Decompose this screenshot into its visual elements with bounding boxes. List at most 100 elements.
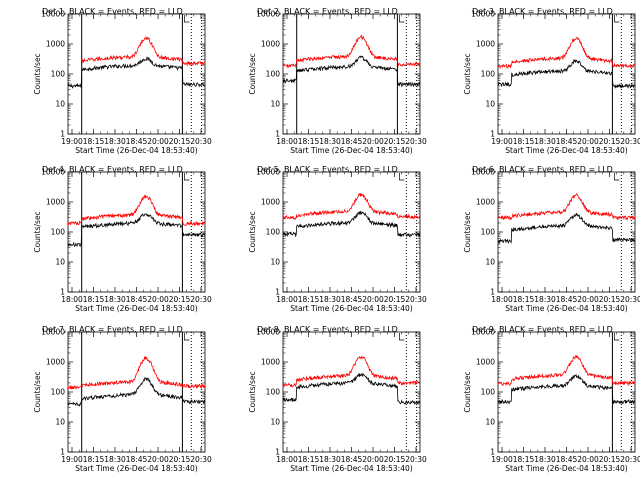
panel-det-7: Det 7, BLACK = Events, RED = LLD 1 10 100 10… <box>33 325 212 473</box>
axes-box <box>497 331 636 453</box>
x-tick-label: 18:30 <box>534 455 556 464</box>
flag-marker <box>614 15 620 23</box>
series-lld-line <box>67 194 205 227</box>
y-axis-label: Counts/sec <box>33 53 42 94</box>
x-axis-label: Start Time (26-Dec-04 18:53:40) <box>505 146 627 155</box>
flag-marker <box>614 173 620 181</box>
x-tick-label: 18:15 <box>298 295 320 304</box>
y-tick-label: 1 <box>60 130 65 139</box>
x-tick-label: 18:15 <box>513 137 535 146</box>
x-tick-label: 20:30 <box>405 295 427 304</box>
x-tick-label: 18:45 <box>126 295 148 304</box>
y-tick-label: 1000 <box>476 40 495 49</box>
series-events-line <box>282 55 421 88</box>
y-tick-label: 1000 <box>261 40 280 49</box>
x-tick-label: 18:00 <box>276 455 298 464</box>
x-tick-label: 18:45 <box>556 137 578 146</box>
x-tick-label: 18:30 <box>104 137 126 146</box>
y-tick-label: 10000 <box>256 168 280 177</box>
series-lld-line <box>497 36 636 69</box>
flag-marker <box>184 15 190 23</box>
series-events-line <box>67 56 206 89</box>
x-tick-label: 20:00 <box>362 137 384 146</box>
flag-marker <box>399 173 405 181</box>
x-tick-label: 20:00 <box>577 137 599 146</box>
y-tick-label: 100 <box>481 70 496 79</box>
x-tick-label: 18:15 <box>513 295 535 304</box>
panel-title: Det 4, BLACK = Events, RED = LLD <box>42 165 183 174</box>
x-tick-label: 20:15 <box>169 295 191 304</box>
x-tick-label: 18:30 <box>104 455 126 464</box>
x-axis-label: Start Time (26-Dec-04 18:53:40) <box>290 304 412 313</box>
series-lld-line <box>497 193 636 221</box>
y-tick-label: 10 <box>485 258 495 267</box>
y-tick-label: 100 <box>266 228 281 237</box>
y-tick-label: 10000 <box>471 328 495 337</box>
panel-det-8: Det 8, BLACK = Events, RED = LLD 1 10 100 10… <box>248 325 427 473</box>
y-tick-label: 100 <box>51 228 66 237</box>
series-events-line <box>282 372 421 406</box>
series-events-line <box>497 212 636 245</box>
y-tick-label: 10 <box>270 100 280 109</box>
y-tick-label: 1000 <box>476 198 495 207</box>
x-tick-label: 18:00 <box>276 295 298 304</box>
x-tick-label: 20:15 <box>384 137 406 146</box>
x-tick-label: 20:00 <box>147 455 169 464</box>
x-tick-label: 18:00 <box>491 295 513 304</box>
x-tick-label: 18:30 <box>534 137 556 146</box>
y-tick-label: 10000 <box>471 10 495 19</box>
y-tick-label: 1 <box>60 288 65 297</box>
series-events-line <box>497 373 636 405</box>
y-tick-label: 100 <box>481 228 496 237</box>
x-tick-label: 18:45 <box>556 295 578 304</box>
y-tick-label: 1 <box>60 448 65 457</box>
x-tick-label: 18:30 <box>319 295 341 304</box>
x-tick-label: 18:30 <box>319 137 341 146</box>
y-tick-label: 10000 <box>256 328 280 337</box>
y-axis-label: Counts/sec <box>33 371 42 412</box>
x-axis-label: Start Time (26-Dec-04 18:53:40) <box>290 464 412 473</box>
y-tick-label: 100 <box>51 70 66 79</box>
y-tick-label: 10 <box>485 100 495 109</box>
x-tick-label: 20:00 <box>362 295 384 304</box>
x-tick-label: 18:45 <box>341 455 363 464</box>
x-tick-label: 20:30 <box>620 455 640 464</box>
x-tick-label: 18:15 <box>83 137 105 146</box>
x-tick-label: 18:00 <box>276 137 298 146</box>
x-tick-label: 20:30 <box>190 295 212 304</box>
y-tick-label: 10000 <box>41 328 65 337</box>
y-axis-label: Counts/sec <box>33 211 42 252</box>
x-axis-label: Start Time (26-Dec-04 18:53:40) <box>290 146 412 155</box>
y-tick-label: 10000 <box>256 10 280 19</box>
y-tick-label: 1 <box>275 130 280 139</box>
x-tick-label: 20:30 <box>190 137 212 146</box>
panel-title: Det 7, BLACK = Events, RED = LLD <box>42 325 183 334</box>
y-tick-label: 10000 <box>471 168 495 177</box>
x-tick-label: 18:45 <box>341 295 363 304</box>
y-axis-label: Counts/sec <box>463 53 472 94</box>
panel-det-2: Det 2, BLACK = Events, RED = LLD 1 10 100 10… <box>248 7 427 155</box>
x-tick-label: 20:30 <box>405 137 427 146</box>
x-tick-label: 20:00 <box>147 295 169 304</box>
x-tick-label: 20:15 <box>599 137 621 146</box>
panel-det-1: Det 1, BLACK = Events, RED = LLD 1 10 100 10… <box>33 7 212 155</box>
y-tick-label: 100 <box>266 70 281 79</box>
x-tick-label: 18:45 <box>556 455 578 464</box>
panel-title: Det 3, BLACK = Events, RED = LLD <box>472 7 613 16</box>
x-tick-label: 20:30 <box>620 295 640 304</box>
series-events-line <box>67 213 206 248</box>
y-tick-label: 10 <box>270 418 280 427</box>
y-tick-label: 1 <box>490 448 495 457</box>
y-tick-label: 10000 <box>41 10 65 19</box>
series-events-line <box>282 210 421 238</box>
x-tick-label: 18:30 <box>534 295 556 304</box>
y-tick-label: 1000 <box>46 198 65 207</box>
y-tick-label: 10 <box>270 258 280 267</box>
x-tick-label: 20:00 <box>147 137 169 146</box>
y-tick-label: 1000 <box>476 358 495 367</box>
axes-box <box>67 171 206 293</box>
panel-title: Det 6, BLACK = Events, RED = LLD <box>472 165 613 174</box>
flag-marker <box>399 333 405 341</box>
x-tick-label: 20:30 <box>190 455 212 464</box>
axes-box <box>67 13 206 135</box>
